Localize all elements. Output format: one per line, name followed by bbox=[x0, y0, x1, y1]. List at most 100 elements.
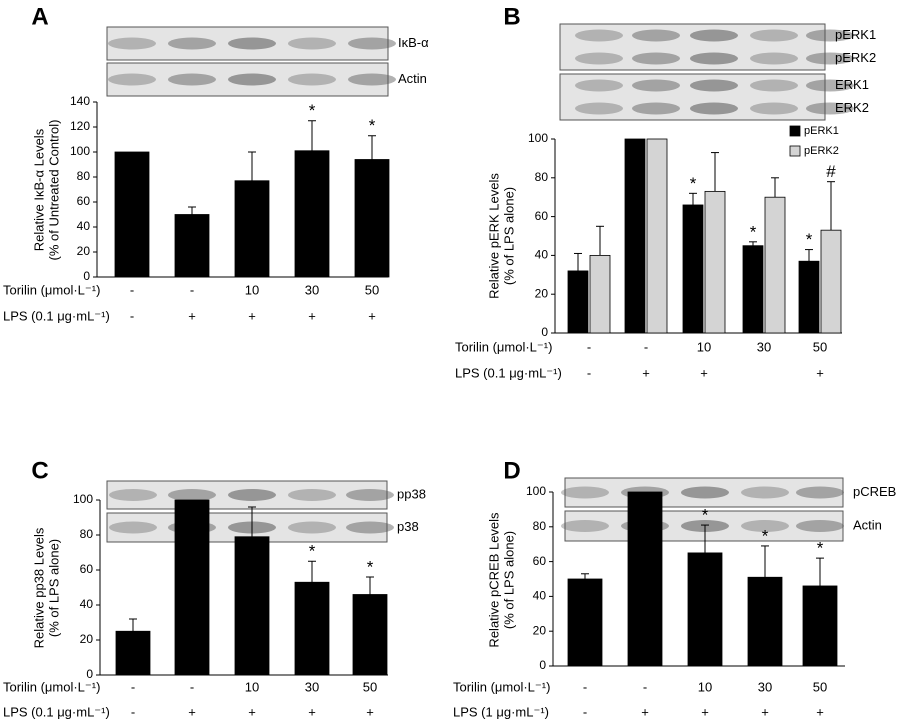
blot-band bbox=[741, 486, 789, 499]
treatment-value: + bbox=[816, 365, 824, 380]
legend-swatch bbox=[789, 125, 801, 137]
blot-band bbox=[575, 29, 623, 42]
treatment-label: LPS (0.1 μg·mL⁻¹) bbox=[3, 308, 110, 323]
y-tick-label: 20 bbox=[533, 623, 547, 637]
bar bbox=[294, 581, 330, 676]
blot-band bbox=[168, 73, 216, 86]
blot-band bbox=[168, 489, 216, 501]
blot-band bbox=[750, 52, 798, 65]
bar bbox=[294, 150, 330, 278]
blot-band bbox=[346, 521, 394, 534]
bar bbox=[174, 214, 210, 278]
blot-label: Actin bbox=[398, 71, 427, 86]
blot-band bbox=[288, 521, 336, 534]
treatment-label: Torilin (μmol·L⁻¹) bbox=[3, 282, 100, 297]
treatment-value: + bbox=[366, 704, 374, 719]
bar bbox=[682, 204, 704, 334]
y-axis-label: Relative IκB-α Levels bbox=[31, 128, 46, 251]
bar bbox=[747, 576, 783, 667]
y-tick-label: 60 bbox=[77, 194, 91, 208]
y-tick-label: 140 bbox=[70, 94, 90, 108]
y-tick-label: 20 bbox=[77, 244, 91, 258]
blot bbox=[564, 510, 844, 542]
treatment-value: 30 bbox=[305, 679, 319, 694]
blot bbox=[559, 73, 826, 121]
blot-band bbox=[632, 79, 680, 92]
y-tick-label: 20 bbox=[535, 286, 549, 300]
blot-band bbox=[288, 73, 336, 86]
treatment-value: - bbox=[130, 282, 134, 297]
y-tick-label: 40 bbox=[533, 589, 547, 603]
blot-band bbox=[806, 79, 854, 92]
treatment-label: Torilin (μmol·L⁻¹) bbox=[453, 679, 550, 694]
treatment-value: + bbox=[308, 704, 316, 719]
blot-band bbox=[228, 37, 276, 50]
bar bbox=[798, 260, 820, 334]
treatment-value: - bbox=[644, 339, 648, 354]
treatment-value: + bbox=[248, 308, 256, 323]
blot-band bbox=[348, 37, 396, 50]
treatment-value: - bbox=[643, 679, 647, 694]
bar bbox=[354, 159, 390, 278]
blot bbox=[106, 480, 388, 510]
blot-band bbox=[632, 52, 680, 65]
y-tick-label: 80 bbox=[533, 519, 547, 533]
bar bbox=[704, 190, 726, 334]
y-axis-label: (% of LPS alone) bbox=[46, 539, 61, 637]
y-tick-label: 20 bbox=[80, 632, 94, 646]
panel-label: C bbox=[31, 457, 48, 484]
blot-band bbox=[690, 29, 738, 42]
blot-band bbox=[288, 489, 336, 501]
treatment-value: 50 bbox=[365, 282, 379, 297]
y-tick-label: 60 bbox=[535, 209, 549, 223]
treatment-value: + bbox=[248, 704, 256, 719]
bar bbox=[802, 585, 838, 667]
blot-label: p38 bbox=[397, 519, 419, 534]
significance-marker: * bbox=[750, 222, 757, 241]
significance-marker: # bbox=[826, 162, 836, 181]
y-axis-label: (% of LPS alone) bbox=[501, 187, 516, 285]
y-tick-label: 120 bbox=[70, 119, 90, 133]
blot-band bbox=[741, 520, 789, 532]
y-tick-label: 60 bbox=[80, 562, 94, 576]
blot-band bbox=[561, 520, 609, 532]
treatment-label: LPS (0.1 μg·mL⁻¹) bbox=[3, 704, 110, 719]
blot bbox=[559, 23, 826, 71]
significance-marker: * bbox=[369, 116, 376, 135]
blot-band bbox=[348, 73, 396, 86]
treatment-value: - bbox=[190, 679, 194, 694]
treatment-value: + bbox=[816, 704, 824, 719]
bar bbox=[687, 552, 723, 667]
y-tick-label: 40 bbox=[535, 248, 549, 262]
blot-band bbox=[228, 73, 276, 86]
treatment-value: - bbox=[587, 339, 591, 354]
y-tick-label: 60 bbox=[533, 554, 547, 568]
panel-label: D bbox=[503, 457, 520, 484]
blot-band bbox=[561, 486, 609, 499]
panel-label: A bbox=[31, 3, 48, 30]
significance-marker: * bbox=[817, 539, 824, 558]
bar bbox=[627, 491, 663, 667]
bar bbox=[234, 536, 270, 676]
bar bbox=[567, 270, 589, 334]
significance-marker: * bbox=[309, 542, 316, 561]
significance-marker: * bbox=[690, 174, 697, 193]
blot-band bbox=[806, 52, 854, 65]
treatment-value: 10 bbox=[245, 679, 259, 694]
blot-band bbox=[632, 29, 680, 42]
treatment-value: 10 bbox=[697, 339, 711, 354]
blot-label: pp38 bbox=[397, 486, 426, 501]
treatment-value: + bbox=[308, 308, 316, 323]
blot-label: pCREB bbox=[853, 484, 896, 499]
blot-band bbox=[168, 37, 216, 50]
bar bbox=[174, 499, 210, 676]
bar bbox=[234, 180, 270, 278]
treatment-label: LPS (1 μg·mL⁻¹) bbox=[453, 704, 549, 719]
bar bbox=[624, 138, 646, 334]
significance-marker: * bbox=[806, 230, 813, 249]
treatment-value: 30 bbox=[757, 339, 771, 354]
bar bbox=[589, 254, 611, 334]
blot-band bbox=[690, 79, 738, 92]
